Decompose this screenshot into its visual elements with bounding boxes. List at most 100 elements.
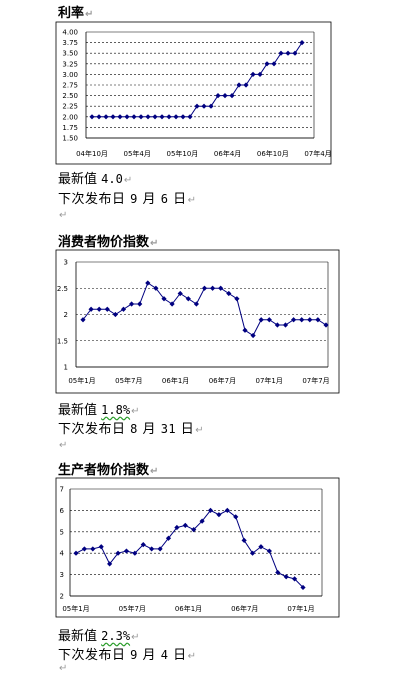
section-title-ppi: 生产者物价指数↵ (58, 463, 159, 478)
chart1-data-point (169, 301, 175, 307)
chart1-data-point (129, 301, 135, 307)
chart0-data-point (222, 93, 228, 99)
chart1-y-tick-label: 2.5 (57, 285, 68, 293)
chart1-x-tick-label: 05年1月 (68, 376, 95, 385)
chart1-data-point (226, 290, 232, 297)
chart0-data-point (194, 103, 200, 109)
chart2-data-point (98, 544, 104, 550)
paragraph-mark: ↵ (59, 440, 68, 451)
chart1-data-point (120, 306, 127, 312)
chart1-data-point (258, 317, 264, 323)
chart2-data-point (115, 550, 121, 556)
chart1-data-point (218, 285, 224, 291)
latest-value-line: 最新值 4.0↵ (58, 172, 133, 187)
chart1-data-point (242, 327, 248, 333)
chart1-data-point (96, 306, 102, 312)
latest-value-line: 最新值 2.3%↵ (58, 629, 140, 644)
chart0-y-tick-label: 3.25 (62, 60, 78, 68)
next-release-line: 下次发布日 9 月 6 日↵ (58, 192, 197, 207)
chart0-data-point (208, 103, 214, 109)
chart0-data-point (173, 114, 179, 120)
chart0-data-point (187, 114, 193, 120)
chart1-x-tick-label: 05年7月 (115, 376, 142, 385)
chart1-y-tick-label: 3 (64, 259, 68, 267)
chart1-y-tick-label: 1 (64, 364, 68, 372)
chart2-data-point (249, 550, 256, 556)
chart1-data-point (291, 317, 297, 323)
chart1-data-point (104, 306, 110, 312)
chart1-data-point (282, 322, 289, 328)
chart1-data-point (153, 285, 159, 291)
chart2-x-tick-label: 05年1月 (62, 604, 89, 613)
chart2-data-point (149, 546, 155, 552)
chart1-data-point (137, 301, 143, 307)
chart0-y-tick-label: 4.00 (62, 29, 78, 37)
chart1-data-point (185, 296, 191, 302)
chart0-y-tick-label: 1.50 (62, 135, 78, 143)
chart2-data-point (275, 569, 281, 576)
chart2-y-tick-label: 6 (60, 507, 65, 515)
chart0-data-point (229, 93, 235, 99)
chart0-y-tick-label: 2.00 (62, 113, 78, 121)
chart0-data-point (236, 82, 242, 88)
latest-value-line: 最新值 1.8%↵ (58, 403, 140, 418)
chart1-y-tick-label: 2 (64, 311, 68, 319)
chart0-data-point (243, 82, 249, 88)
chart0-y-tick-label: 2.75 (62, 82, 78, 90)
chart2-data-point (300, 584, 306, 591)
chart0-data-point (271, 61, 277, 67)
chart0-x-tick-label: 05年4月 (124, 149, 151, 158)
chart0-x-tick-label: 06年4月 (214, 149, 241, 158)
chart0-data-point (264, 61, 270, 67)
chart0-data-point (250, 71, 256, 77)
chart0-data-point (215, 93, 221, 99)
chart2-data-point (123, 548, 130, 554)
chart1-data-point (145, 280, 151, 286)
chart2-data-point (241, 537, 247, 543)
chart2-y-tick-label: 5 (60, 528, 64, 536)
chart1-data-point (299, 317, 305, 323)
chart2-data-point (132, 550, 138, 556)
chart1-x-tick-label: 07年1月 (256, 376, 283, 385)
chart0-data-point (152, 114, 158, 120)
chart0-data-point (103, 114, 109, 120)
chart1-frame (55, 249, 340, 394)
chart2-data-point (90, 546, 96, 552)
chart2-data-point (199, 518, 205, 524)
chart0-data-point (89, 114, 95, 120)
chart2-y-tick-label: 2 (60, 593, 64, 601)
chart1-data-point (274, 322, 280, 328)
chart2-data-point (216, 512, 222, 518)
next-release-line: 下次发布日 9 月 4 日↵ (58, 648, 197, 663)
chart2-y-tick-label: 7 (60, 486, 64, 494)
chart2-x-tick-label: 06年7月 (231, 604, 258, 613)
chart0-y-tick-label: 3.00 (62, 71, 78, 79)
chart1-data-point (323, 322, 329, 328)
chart1-data-point (266, 317, 272, 323)
chart0-data-point (299, 40, 305, 46)
chart1-data-point (88, 306, 94, 312)
chart0-data-point (110, 114, 116, 120)
chart1-data-point (250, 332, 256, 339)
chart2-x-tick-label: 05年7月 (119, 604, 146, 613)
chart1-data-point (315, 317, 321, 323)
chart1-data-point (161, 296, 167, 302)
chart2-data-point (291, 576, 298, 582)
chart2-x-tick-label: 07年1月 (287, 604, 314, 613)
chart0-x-tick-label: 05年10月 (166, 149, 198, 158)
chart0-data-point (117, 114, 123, 120)
chart0-x-tick-label: 06年10月 (257, 149, 289, 158)
chart2-x-tick-label: 06年1月 (175, 604, 202, 613)
chart0-y-tick-label: 2.50 (62, 92, 78, 100)
chart0-data-point (180, 114, 186, 120)
section-title-interest-rate: 利率↵ (58, 6, 94, 21)
chart1-x-tick-label: 07年7月 (302, 376, 329, 385)
chart0-data-point (96, 114, 102, 120)
chart1-data-point (234, 296, 240, 302)
chart2-data-point (191, 527, 197, 533)
chart2-frame (55, 477, 340, 618)
chart2-data-point (224, 507, 230, 513)
chart0-data-point (278, 50, 284, 56)
